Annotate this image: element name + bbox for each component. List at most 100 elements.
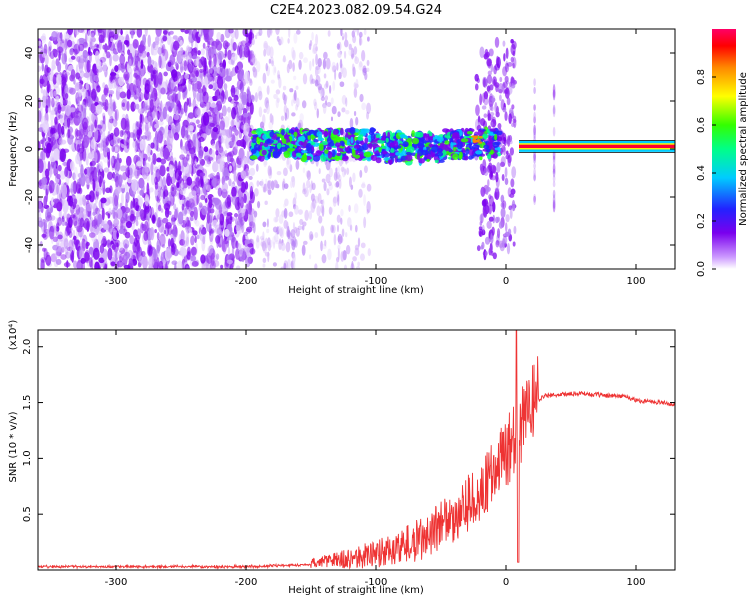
spectrogram-cell	[72, 172, 76, 181]
spectrogram-cell	[65, 93, 69, 99]
spectrogram-cell	[353, 29, 358, 33]
spectrogram-cell	[182, 174, 186, 181]
spectrogram-cell	[237, 157, 242, 166]
spectrogram-cell	[262, 186, 266, 193]
spectrogram-cell	[477, 129, 484, 137]
spectrogram-cell	[248, 90, 252, 104]
spectrogram-cell	[131, 178, 138, 192]
spectrogram-x-label: Height of straight line (km)	[288, 285, 424, 296]
spectrogram-cell	[160, 208, 164, 213]
spectrogram-cell	[104, 263, 107, 269]
spectrogram-cell	[172, 40, 180, 51]
spectrogram-cell	[278, 214, 284, 225]
spectrogram-cell	[214, 209, 220, 221]
spectrogram-cell	[219, 156, 225, 167]
spectrogram-cell	[339, 81, 345, 88]
snr-y-tick-label: 1.5	[22, 395, 33, 411]
spectrogram-cell	[101, 94, 106, 103]
spectrogram-cell	[337, 194, 340, 206]
spectrogram-cell	[135, 86, 139, 98]
spectrogram-cell	[309, 39, 313, 47]
spectrogram-cell	[259, 235, 265, 241]
spectrogram-cell	[57, 164, 62, 172]
spectrogram-cell	[186, 265, 189, 269]
spectrogram-cell	[99, 244, 105, 254]
spectrogram-cell	[46, 229, 50, 238]
spectrogram-cell	[184, 73, 190, 80]
spectrogram-cell	[353, 110, 357, 117]
spectrogram-cell	[323, 73, 327, 79]
spectrogram-cell	[149, 226, 155, 241]
spectrogram-cell	[56, 37, 61, 42]
spectrogram-cell	[72, 229, 76, 237]
spectrogram-cell	[86, 59, 91, 73]
spectrogram-cell	[311, 31, 314, 41]
spectrogram-cell	[303, 57, 308, 64]
spectrogram-cell	[65, 63, 68, 71]
spectrogram-cell	[45, 215, 53, 222]
spectrogram-cell	[289, 142, 294, 149]
spectrogram-cell	[55, 258, 62, 265]
spectrogram-cell	[95, 83, 100, 89]
spectrogram-cell	[265, 100, 269, 110]
spectrogram-cell	[359, 169, 363, 178]
spectrogram-cell	[363, 194, 366, 206]
spectrogram-cell	[305, 142, 312, 151]
spectrogram-cell	[478, 226, 483, 231]
spectrogram-cell	[315, 65, 320, 71]
spectrogram-cell	[354, 55, 358, 62]
spectrogram-cell	[511, 104, 515, 110]
spectrogram-cell	[501, 85, 505, 90]
spectrogram-cell	[486, 85, 491, 92]
spectrogram-cell	[193, 67, 200, 75]
spectrogram-cell	[55, 95, 60, 104]
spectrogram-cell	[509, 81, 512, 88]
spectrogram-cell	[483, 208, 488, 218]
spectrogram-cell	[45, 105, 49, 114]
spectrogram-cell	[62, 161, 68, 166]
spectrogram-cell	[54, 116, 58, 125]
spectrogram-cell	[99, 139, 104, 152]
spectrogram-cell	[240, 170, 247, 180]
spectrogram-cell	[487, 153, 492, 160]
spectrogram-cell	[317, 83, 323, 91]
spectrogram-cell	[236, 242, 242, 255]
spectrogram-cell	[105, 187, 111, 194]
spectrogram-cell	[497, 88, 503, 94]
spectrogram-cell	[225, 152, 232, 158]
spectrogram-cell	[187, 250, 191, 257]
spectrogram-cell	[132, 84, 137, 93]
spectrogram-cell	[418, 158, 425, 164]
spectrogram-cell	[479, 221, 483, 226]
spectrogram-cell	[262, 257, 267, 264]
spectrogram-cell	[50, 110, 56, 116]
spectrogram-cell	[156, 244, 160, 254]
spectrogram-cell	[368, 131, 375, 136]
spectrogram-cell	[90, 124, 95, 132]
spectrogram-cell	[211, 47, 217, 56]
spectrogram-cell	[412, 137, 420, 145]
spectrogram-cell	[198, 202, 203, 208]
spectrogram-cell	[184, 140, 192, 152]
spectrogram-cell	[320, 225, 325, 237]
spectrogram-cell	[231, 245, 235, 259]
spectrogram-cell	[155, 29, 162, 37]
spectrogram-cell	[321, 205, 325, 217]
spectrogram-cell	[40, 116, 46, 126]
spectrogram-cell	[182, 232, 186, 246]
spectrogram-cell	[236, 102, 242, 117]
spectrogram-cell	[199, 172, 206, 177]
spectrogram-cell	[202, 57, 206, 71]
spectrogram-cell	[151, 214, 156, 224]
spectrogram-cell	[364, 137, 369, 144]
spectrogram-cell	[406, 146, 415, 154]
spectrogram-cell	[293, 75, 297, 81]
spectrogram-cell	[509, 208, 513, 220]
spectrogram-cell	[308, 210, 313, 220]
spectrogram-cell	[49, 45, 52, 51]
spectrogram-cell	[288, 59, 293, 70]
spectrogram-cell	[153, 248, 157, 260]
spectrogram-cell	[287, 147, 295, 152]
spectrogram-cell	[504, 177, 509, 186]
spectrogram-cell	[79, 133, 84, 140]
